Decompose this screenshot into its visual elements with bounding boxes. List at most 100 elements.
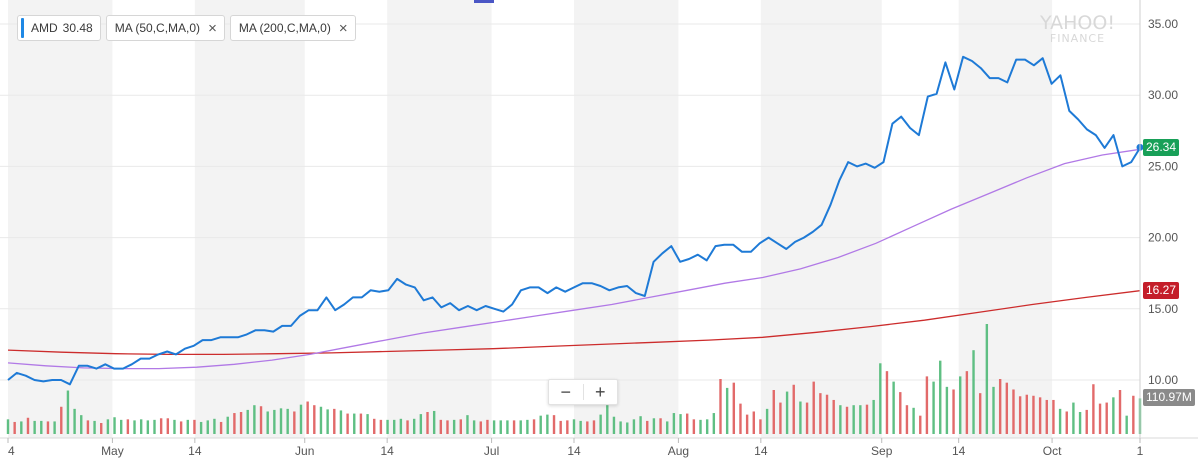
volume-bar [705,419,709,434]
volume-bar [686,413,689,434]
volume-bar [1118,390,1122,434]
volume-bar [519,420,522,434]
volume-bar [333,408,336,434]
y-tick-label: 20.00 [1148,231,1178,245]
volume-bar [959,376,962,434]
volume-bar [832,399,835,434]
volume-bar [326,409,329,434]
volume-bar [1052,399,1055,434]
x-axis-ticks: 4 May 14 Jun 14 Jul 14 Aug 14 Sep 14 Oct 1 [7,438,1144,458]
volume-bar [80,415,83,434]
volume-bar [899,392,902,434]
volume-bar [399,418,403,434]
volume-bar [446,420,449,434]
volume-bar [246,409,249,434]
volume-bar [126,419,130,434]
logo-line2: FINANCE [1049,32,1106,45]
volume-bar [73,408,76,434]
volume-bar [646,420,649,434]
volume-bar [626,422,629,434]
volume-bar [273,409,276,434]
volume-bar [60,406,63,434]
volume-bar [146,420,150,434]
volume-value-tag: 110.97M [1143,389,1195,406]
volume-bar [779,402,782,434]
volume-bar [299,404,303,434]
volume-bar [632,419,636,434]
volume-bar [253,405,256,434]
volume-bar [532,419,536,434]
y-tick-label: 30.00 [1148,88,1178,102]
period-band [387,0,492,438]
volume-bar [879,363,882,434]
volume-bar [692,419,696,434]
y-axis-ticks: 35.00 30.00 25.00 20.00 15.00 10.00 [1148,17,1178,387]
volume-bar [812,381,815,434]
volume-bar [739,403,742,434]
volume-bar [159,418,163,434]
series-lines [7,55,1144,386]
zoom-divider [582,384,584,400]
volume-bar [792,384,795,434]
volume-bar [819,393,822,434]
legend-ma50-chip[interactable]: MA (50,C,MA,0) × [105,15,225,41]
volume-bar [106,419,110,434]
volume-bar [745,414,749,434]
volume-bar [459,419,462,434]
volume-bar [572,419,576,434]
volume-bar [346,413,349,434]
volume-bar [452,419,456,434]
x-tick-label: May [101,444,124,458]
yahoo-finance-logo: YAHOO! FINANCE [1040,12,1115,45]
remove-ma200-close-icon[interactable]: × [338,19,348,37]
volume-bar [659,418,662,434]
volume-bar [799,401,802,434]
volume-bar [193,419,196,434]
volume-bar [1085,409,1088,434]
volume-bar [179,421,183,434]
x-tick-label: Sep [871,444,893,458]
volume-bar [912,407,915,434]
zoom-in-button[interactable]: + [594,381,606,402]
volume-bar [925,376,929,434]
x-tick-label: 14 [380,444,394,458]
volume-bar [559,420,562,434]
legend-ticker-chip[interactable]: AMD 30.48 [17,15,101,41]
volume-bar [286,408,289,434]
volume-bar [1105,402,1108,434]
volume-bar [599,414,602,434]
volume-bar [1112,397,1115,434]
range-marker[interactable] [474,0,494,3]
volume-bar [978,393,982,434]
zoom-controls: − + [548,379,618,405]
volume-bar [552,415,556,434]
legend-ma200-chip[interactable]: MA (200,C,MA,0) × [229,15,356,41]
ticker-symbol: AMD [31,21,58,35]
volume-bar [892,381,895,434]
zoom-out-button[interactable]: − [560,381,571,402]
volume-bar [393,419,396,434]
x-tick-label: Jul [484,444,499,458]
volume-bar [919,415,922,434]
volume-bars [6,324,1142,434]
volume-bar [153,419,156,434]
ma200-value-tag: 16.27 [1143,282,1180,300]
ma50-line [7,148,1141,370]
remove-ma50-close-icon[interactable]: × [208,19,217,37]
volume-bar [579,420,582,434]
ma50-label: MA (50,C,MA,0) [114,21,201,35]
volume-bar [725,387,729,434]
ticker-color-bar [21,18,24,38]
volume-bar [133,420,136,434]
volume-bar [259,406,263,434]
volume-bar [239,412,243,434]
volume-bar [1078,412,1082,434]
volume-bar [652,418,656,434]
volume-bar [206,420,209,434]
volume-bar [759,419,762,434]
volume-bar [805,402,809,434]
volume-bar [266,411,269,434]
volume-bar [100,423,103,434]
volume-bar [546,414,549,434]
